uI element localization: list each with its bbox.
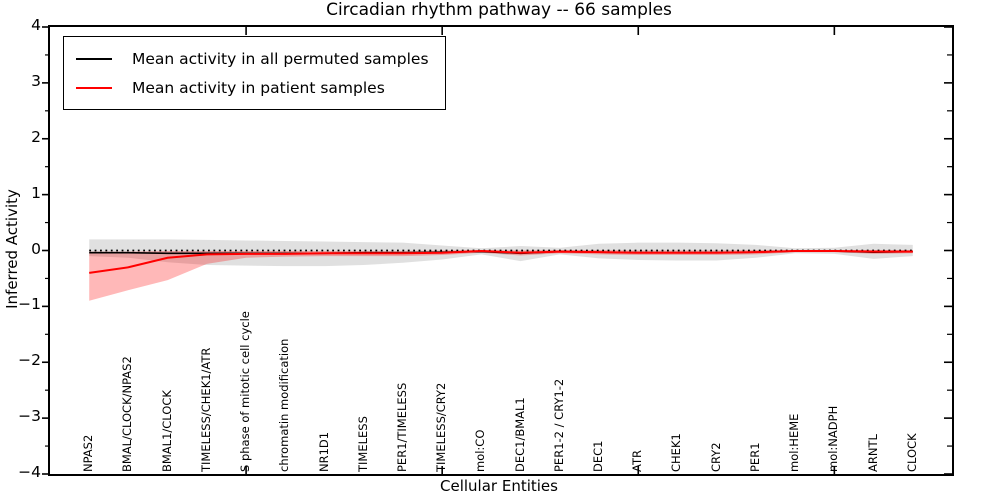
- x-axis-label: Cellular Entities: [440, 477, 558, 495]
- legend: Mean activity in all permuted samples Me…: [63, 36, 446, 110]
- x-tick-label: DEC1: [591, 440, 606, 472]
- patient-mean-line: [89, 250, 913, 274]
- y-tick-label: −4: [18, 463, 41, 481]
- legend-label-patient: Mean activity in patient samples: [132, 78, 385, 97]
- x-tick-label: S phase of mitotic cell cycle: [238, 311, 253, 472]
- y-tick-label: −3: [18, 407, 41, 426]
- legend-label-permuted: Mean activity in all permuted samples: [132, 49, 429, 68]
- y-tick-label: 2: [31, 127, 41, 146]
- plot-canvas: [42, 26, 952, 475]
- y-tick-label: −1: [18, 295, 41, 314]
- legend-entry-patient: Mean activity in patient samples: [72, 73, 429, 102]
- x-tick-label: CLOCK: [904, 433, 919, 472]
- y-tick-label: −2: [18, 351, 41, 370]
- x-tick-label: TIMELESS/CHEK1/ATR: [198, 347, 213, 472]
- x-tick-label: CHEK1: [669, 433, 684, 472]
- x-tick-label: chromatin modification: [277, 338, 292, 472]
- x-tick-label: ATR: [630, 450, 645, 472]
- x-tick-label: TIMELESS: [355, 416, 370, 472]
- y-tick-label: 4: [31, 16, 41, 34]
- y-tick-label: 0: [31, 239, 41, 258]
- x-tick-label: BMAL/CLOCK/NPAS2: [120, 356, 135, 472]
- chart-title: Circadian rhythm pathway -- 66 samples: [326, 0, 672, 20]
- x-tick-label: CRY2: [708, 442, 723, 472]
- x-tick-label: PER1: [747, 442, 762, 472]
- x-tick-label: ARNTL: [865, 434, 880, 472]
- x-tick-label: NR1D1: [316, 431, 331, 472]
- legend-entry-permuted: Mean activity in all permuted samples: [72, 44, 429, 73]
- y-tick-label: 3: [31, 71, 41, 90]
- patient-line-swatch: [76, 86, 112, 89]
- permuted-line-swatch: [76, 57, 112, 60]
- patient-samples-band: [89, 249, 913, 301]
- x-tick-label: BMAL1/CLOCK: [159, 390, 174, 472]
- x-tick-label: mol:HEME: [787, 413, 802, 472]
- x-tick-label: PER1/TIMELESS: [394, 382, 409, 472]
- x-tick-label: mol:CO: [473, 429, 488, 472]
- plot-area: NPAS2 BMAL/CLOCK/NPAS2 BMAL1/CLOCK TIMELESS…: [42, 25, 954, 476]
- x-tick-label: mol:NADPH: [826, 405, 841, 472]
- y-tick-label: 1: [31, 183, 41, 202]
- x-tick-label: TIMELESS/CRY2: [434, 382, 449, 472]
- x-tick-label: NPAS2: [81, 434, 96, 472]
- x-tick-label: PER1-2 / CRY1-2: [551, 378, 566, 472]
- x-tick-label: DEC1/BMAL1: [512, 397, 527, 472]
